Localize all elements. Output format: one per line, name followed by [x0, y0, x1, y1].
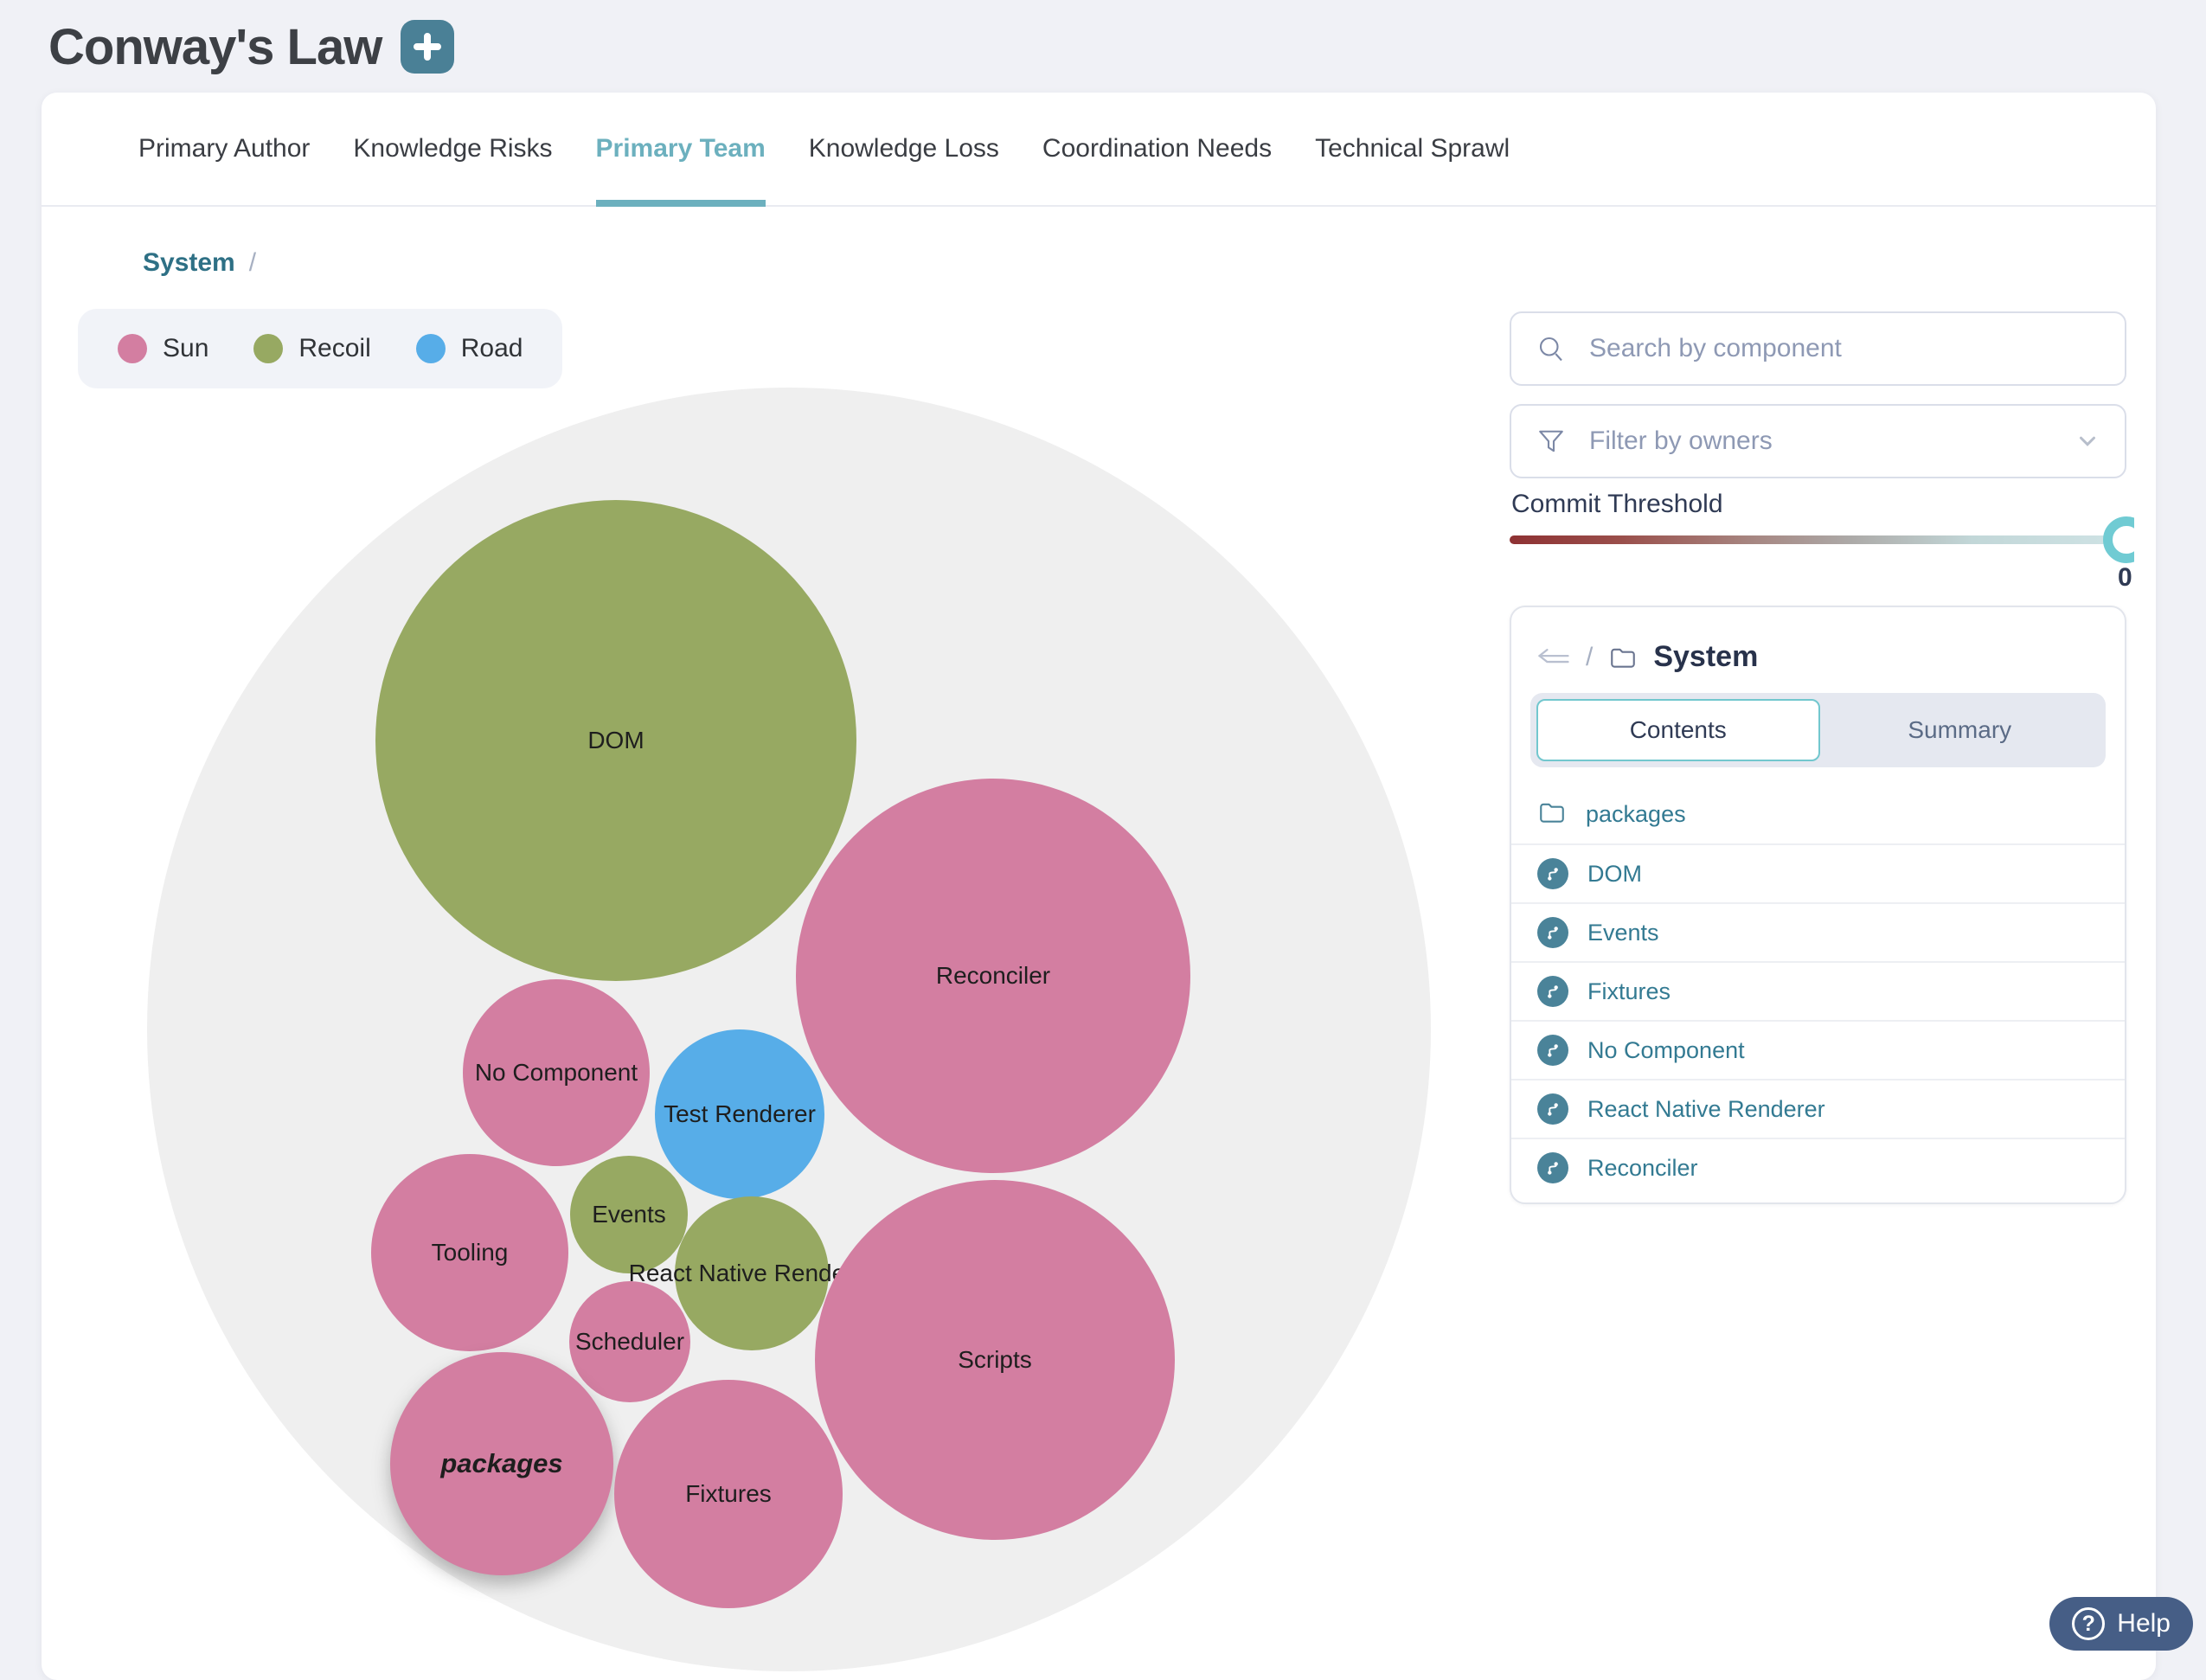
breadcrumb-separator: /	[248, 248, 257, 277]
bubble-label: Scheduler	[574, 1328, 685, 1355]
tab-bar: Primary Author Knowledge Risks Primary Tea…	[42, 93, 2156, 207]
git-branch-icon	[1537, 976, 1568, 1007]
plus-icon	[414, 33, 442, 61]
explorer-item-packages[interactable]: packages	[1511, 785, 2125, 843]
path-separator: /	[1586, 642, 1594, 671]
add-button[interactable]	[401, 20, 455, 74]
legend-label: Road	[460, 334, 523, 362]
filter-by-owners-dropdown[interactable]: Filter by owners	[1510, 404, 2126, 478]
git-branch-icon	[1537, 1035, 1568, 1066]
bubble-label: Scripts	[958, 1346, 1032, 1373]
explorer-item-label: No Component	[1587, 1036, 1745, 1063]
chevron-down-icon	[2080, 436, 2095, 446]
bubble-label: Test Renderer	[664, 1100, 816, 1127]
git-branch-icon	[1537, 858, 1568, 889]
breadcrumb: System /	[143, 248, 256, 278]
explorer-tab-summary[interactable]: Summary	[1908, 716, 2012, 743]
explorer-item-react-native-renderer[interactable]: React Native Renderer	[1511, 1079, 2125, 1138]
slider-track[interactable]	[1510, 535, 2126, 544]
bubble-label: Reconciler	[935, 962, 1051, 989]
explorer-item-label: Reconciler	[1587, 1154, 1698, 1181]
back-arrow-icon[interactable]	[1537, 646, 1570, 669]
explorer-header: / System	[1511, 607, 2125, 674]
commit-threshold-slider: 0	[1510, 516, 2134, 603]
sun-legend-dot-icon	[118, 334, 147, 363]
folder-icon	[1537, 798, 1567, 831]
explorer-item-label: Events	[1587, 919, 1659, 946]
bubble-react-native-renderer[interactable]: React Native Renderer	[629, 1196, 875, 1350]
bubble-label: No Component	[474, 1059, 638, 1086]
legend-item-sun[interactable]: Sun	[118, 334, 208, 363]
explorer-item-no-component[interactable]: No Component	[1511, 1020, 2125, 1079]
help-label: Help	[2117, 1609, 2171, 1638]
tab-technical-sprawl[interactable]: Technical Sprawl	[1315, 134, 1510, 163]
filter-placeholder: Filter by owners	[1589, 426, 1773, 455]
bubble-events[interactable]: Events	[570, 1156, 688, 1273]
explorer-item-label: Fixtures	[1587, 978, 1671, 1004]
bubble-label: DOM	[587, 727, 644, 753]
git-branch-icon	[1537, 1093, 1568, 1125]
contents-summary-toggle: Contents Summary	[1530, 693, 2106, 767]
explorer-item-label: React Native Renderer	[1587, 1095, 1825, 1122]
explorer-list: packages DOM Events Fixtures No Component Rea…	[1511, 785, 2125, 1196]
search-input[interactable]: Search by component	[1510, 311, 2126, 386]
tab-knowledge-loss[interactable]: Knowledge Loss	[808, 134, 999, 163]
explorer-item-events[interactable]: Events	[1511, 902, 2125, 961]
help-button[interactable]: ? Help	[2049, 1597, 2193, 1651]
legend-item-road[interactable]: Road	[415, 334, 523, 363]
legend-item-recoil[interactable]: Recoil	[253, 334, 371, 363]
explorer-tab-contents[interactable]: Contents	[1536, 699, 1820, 761]
bubble-label: Tooling	[431, 1239, 509, 1266]
bubble-test-renderer[interactable]: Test Renderer	[655, 1029, 824, 1199]
explorer-item-dom[interactable]: DOM	[1511, 843, 2125, 902]
explorer-item-label: DOM	[1587, 860, 1642, 887]
bubble-label: Fixtures	[685, 1480, 772, 1507]
bubble-packages[interactable]: packages	[390, 1352, 613, 1575]
legend-label: Recoil	[298, 334, 371, 362]
search-icon	[1539, 337, 1562, 362]
page-title: Conway's Law	[48, 18, 382, 75]
tab-primary-author[interactable]: Primary Author	[138, 134, 311, 163]
bubble-fixtures[interactable]: Fixtures	[614, 1380, 843, 1608]
legend-label: Sun	[163, 334, 209, 362]
tab-coordination-needs[interactable]: Coordination Needs	[1042, 134, 1273, 163]
bubble-no-component[interactable]: No Component	[463, 979, 650, 1166]
search-placeholder: Search by component	[1589, 334, 1842, 362]
commit-threshold-label: Commit Threshold	[1511, 490, 1723, 518]
recoil-legend-dot-icon	[253, 334, 284, 363]
team-legend: Sun Recoil Road	[78, 309, 563, 388]
explorer-title: System	[1653, 640, 1759, 673]
explorer-item-label: packages	[1586, 800, 1686, 827]
git-branch-icon	[1537, 1152, 1568, 1183]
slider-value: 0	[2118, 563, 2132, 592]
bubble-scripts[interactable]: Scripts	[815, 1180, 1175, 1540]
bubble-reconciler[interactable]: Reconciler	[796, 779, 1190, 1173]
tab-knowledge-risks[interactable]: Knowledge Risks	[353, 134, 553, 163]
bubble-dom[interactable]: DOM	[375, 500, 856, 981]
folder-icon	[1611, 648, 1636, 668]
git-branch-icon	[1537, 917, 1568, 948]
funnel-icon	[1539, 430, 1563, 452]
explorer-panel: / System Contents Summary packages DOM Even…	[1510, 606, 2126, 1204]
breadcrumb-system-link[interactable]: System	[143, 248, 235, 277]
question-mark-icon: ?	[2072, 1607, 2106, 1640]
tab-primary-team[interactable]: Primary Team	[595, 93, 766, 207]
road-legend-dot-icon	[415, 334, 446, 363]
bubble-scheduler[interactable]: Scheduler	[569, 1281, 690, 1402]
bubble-tooling[interactable]: Tooling	[371, 1154, 568, 1351]
explorer-item-reconciler[interactable]: Reconciler	[1511, 1138, 2125, 1196]
bubble-label: packages	[440, 1448, 563, 1478]
page-header: Conway's Law	[48, 7, 455, 87]
slider-handle[interactable]	[2103, 516, 2134, 563]
explorer-item-fixtures[interactable]: Fixtures	[1511, 961, 2125, 1020]
bubble-label: Events	[592, 1201, 666, 1228]
